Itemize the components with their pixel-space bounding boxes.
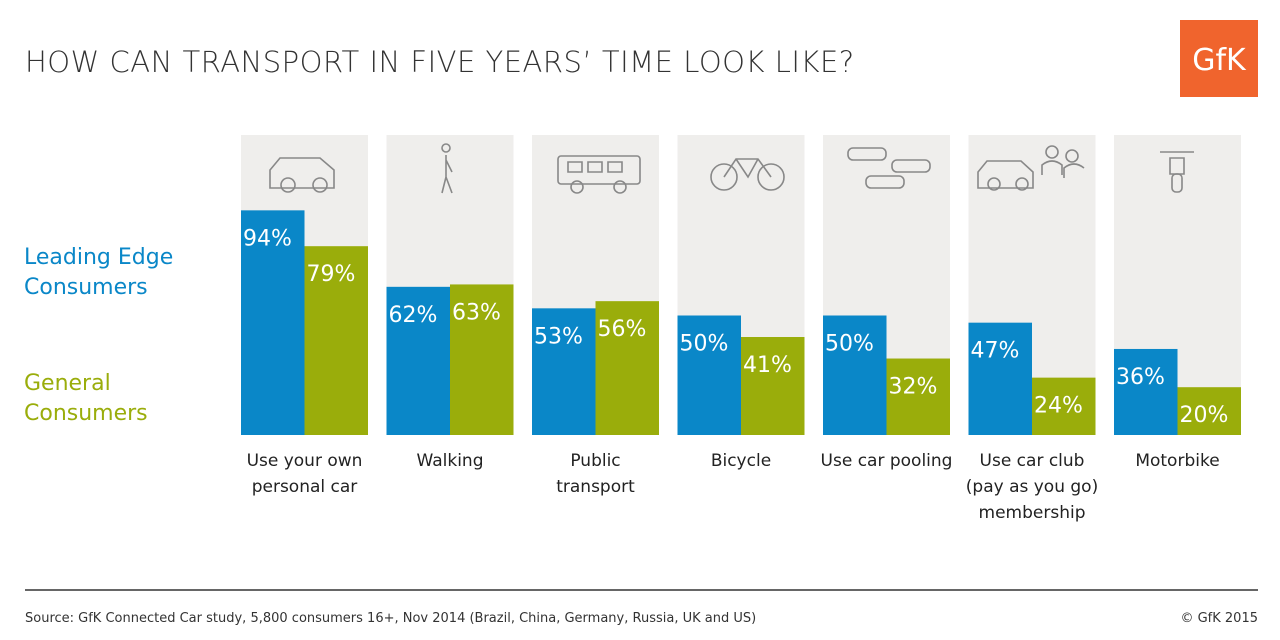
legend-general: General Consumers xyxy=(24,371,148,426)
bar xyxy=(1032,377,1096,435)
bar xyxy=(741,337,805,435)
value-label: 36% xyxy=(1116,365,1165,390)
bicycle-icon xyxy=(710,158,785,191)
bar xyxy=(1177,387,1241,435)
value-label: 53% xyxy=(534,324,583,349)
source: Source: GfK Connected Car study, 5,800 c… xyxy=(25,611,756,626)
value-label: 50% xyxy=(825,332,874,357)
motorbike-icon xyxy=(1160,151,1194,193)
carpool-icon xyxy=(847,147,931,189)
bar xyxy=(886,358,950,435)
logo-box xyxy=(1180,20,1258,97)
logo: GfK xyxy=(1192,43,1247,78)
category-label: Bicycle xyxy=(710,451,772,471)
category-label: Public transport xyxy=(556,451,635,497)
value-label: 32% xyxy=(889,375,938,400)
value-label: 20% xyxy=(1180,403,1229,428)
chart-title: HOW CAN TRANSPORT IN FIVE YEARS’ TIME LO… xyxy=(25,45,855,79)
value-label: 56% xyxy=(598,317,647,342)
bar xyxy=(823,315,887,435)
bar xyxy=(386,286,450,435)
bar xyxy=(450,284,514,435)
legend-leading: Leading Edge Consumers xyxy=(24,245,174,300)
value-label: 24% xyxy=(1034,394,1083,419)
category-label: Use car pooling xyxy=(820,451,953,471)
walk-icon xyxy=(441,143,453,194)
category-label: Use your own personal car xyxy=(246,451,363,497)
bar xyxy=(677,315,741,435)
bar xyxy=(532,308,596,435)
value-label: 63% xyxy=(452,300,501,325)
value-label: 41% xyxy=(743,353,792,378)
category-label: Motorbike xyxy=(1135,451,1220,471)
bar xyxy=(595,301,659,435)
value-label: 94% xyxy=(243,226,292,251)
value-label: 79% xyxy=(307,262,356,287)
bar xyxy=(304,246,368,435)
carclub-icon xyxy=(977,145,1085,191)
car-icon xyxy=(269,157,335,193)
category-label: Use car club (pay as you go) membership xyxy=(965,451,1099,523)
icons xyxy=(269,143,1194,194)
value-label: 47% xyxy=(971,339,1020,364)
copyright: © GfK 2015 xyxy=(1180,611,1258,626)
bus-icon xyxy=(557,155,641,194)
bar xyxy=(1114,348,1178,435)
value-label: 62% xyxy=(389,303,438,328)
bar xyxy=(968,322,1032,435)
value-label: 50% xyxy=(680,332,729,357)
category-label: Walking xyxy=(416,451,484,471)
bar xyxy=(241,210,305,435)
